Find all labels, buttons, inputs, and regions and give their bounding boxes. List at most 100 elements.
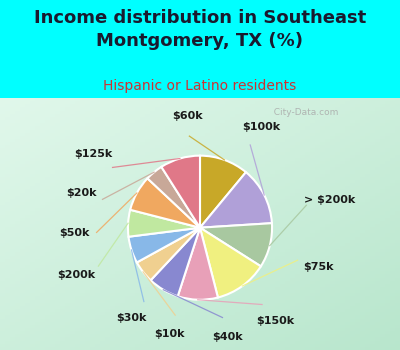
Bar [190, 322, 195, 325]
Bar [195, 284, 200, 287]
Bar [285, 161, 290, 164]
Bar [45, 152, 50, 155]
Bar [110, 123, 115, 126]
Bar [55, 233, 60, 237]
Bar [180, 211, 185, 215]
Bar [340, 246, 345, 249]
Bar [230, 117, 235, 120]
Bar [325, 199, 330, 202]
Bar [360, 123, 365, 126]
Bar [350, 293, 355, 296]
Bar [40, 133, 45, 136]
Bar [380, 126, 385, 130]
Bar [235, 107, 240, 111]
Bar [205, 265, 210, 268]
Bar [45, 126, 50, 130]
Bar [95, 174, 100, 177]
Bar [140, 240, 145, 243]
Bar [185, 256, 190, 259]
Bar [40, 322, 45, 325]
Bar [130, 256, 135, 259]
Bar [340, 303, 345, 306]
Bar [385, 205, 390, 208]
Bar [150, 142, 155, 145]
Bar [50, 227, 55, 230]
Bar [380, 315, 385, 318]
Bar [65, 259, 70, 262]
Bar [120, 246, 125, 249]
Bar [250, 202, 255, 205]
Bar [135, 246, 140, 249]
Bar [105, 114, 110, 117]
Bar [235, 312, 240, 315]
Bar [395, 331, 400, 334]
Bar [115, 318, 120, 322]
Bar [230, 145, 235, 148]
Bar [100, 221, 105, 224]
Bar [355, 334, 360, 337]
Bar [275, 341, 280, 344]
Bar [290, 180, 295, 183]
Bar [375, 318, 380, 322]
Bar [355, 136, 360, 139]
Bar [200, 256, 205, 259]
Bar [200, 281, 205, 284]
Bar [335, 218, 340, 221]
Bar [10, 202, 15, 205]
Bar [0, 211, 5, 215]
Bar [175, 215, 180, 218]
Bar [310, 123, 315, 126]
Bar [345, 309, 350, 312]
Bar [90, 126, 95, 130]
Bar [0, 281, 5, 284]
Bar [160, 120, 165, 123]
Bar [255, 246, 260, 249]
Bar [50, 177, 55, 180]
Bar [130, 293, 135, 296]
Bar [75, 136, 80, 139]
Bar [105, 344, 110, 347]
Bar [200, 126, 205, 130]
Bar [165, 312, 170, 315]
Bar [335, 139, 340, 142]
Bar [240, 249, 245, 252]
Bar [375, 344, 380, 347]
Bar [30, 170, 35, 174]
Bar [380, 237, 385, 240]
Bar [285, 107, 290, 111]
Bar [335, 328, 340, 331]
Bar [270, 256, 275, 259]
Bar [285, 315, 290, 318]
Bar [395, 237, 400, 240]
Bar [85, 312, 90, 315]
Bar [140, 174, 145, 177]
Bar [55, 243, 60, 246]
Bar [95, 325, 100, 328]
Bar [65, 262, 70, 265]
Bar [205, 177, 210, 180]
Bar [80, 233, 85, 237]
Bar [35, 167, 40, 170]
Bar [145, 268, 150, 271]
Bar [15, 293, 20, 296]
Bar [280, 256, 285, 259]
Bar [160, 328, 165, 331]
Bar [155, 104, 160, 107]
Bar [375, 205, 380, 208]
Bar [40, 164, 45, 167]
Bar [370, 265, 375, 268]
Bar [385, 259, 390, 262]
Bar [305, 227, 310, 230]
Bar [245, 120, 250, 123]
Bar [185, 306, 190, 309]
Bar [50, 145, 55, 148]
Bar [25, 271, 30, 274]
Bar [320, 328, 325, 331]
Bar [60, 341, 65, 344]
Bar [325, 114, 330, 117]
Bar [50, 341, 55, 344]
Bar [360, 189, 365, 193]
Bar [10, 218, 15, 221]
Bar [45, 322, 50, 325]
Bar [365, 211, 370, 215]
